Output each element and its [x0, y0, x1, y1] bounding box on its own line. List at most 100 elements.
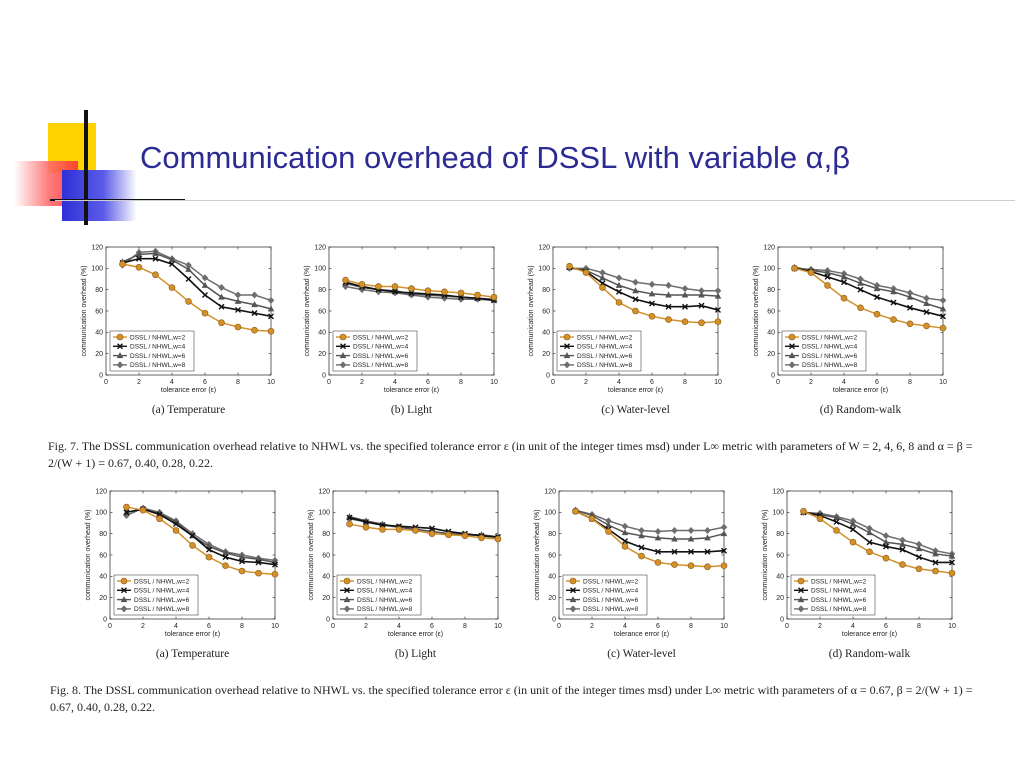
data-point [791, 265, 798, 272]
data-point [833, 527, 840, 534]
legend-entry: DSSL / NHWL,w=6 [802, 353, 858, 360]
y-tick-label: 80 [318, 287, 326, 294]
data-point [267, 327, 275, 335]
data-point [841, 279, 847, 286]
data-point [849, 520, 857, 527]
legend-marker [563, 352, 571, 359]
data-point [665, 316, 672, 323]
data-point [873, 310, 881, 318]
y-tick-label: 0 [780, 616, 784, 623]
chart-fig7-temperature: 0 20 40 60 80 100 120 0 2 4 6 8 10 tolerance error (ε… [76, 240, 306, 420]
legend-marker [343, 577, 351, 585]
series-line [569, 266, 719, 311]
y-tick-label: 80 [322, 531, 330, 538]
y-tick-label: 40 [767, 330, 775, 337]
data-point [395, 526, 403, 533]
x-tick-label: 10 [714, 379, 722, 386]
data-point [720, 530, 728, 537]
series-1 [566, 262, 722, 327]
data-point [857, 279, 864, 286]
data-point [206, 546, 212, 553]
data-point [169, 261, 175, 268]
x-tick-label: 6 [207, 623, 211, 630]
chart-svg: 0 20 40 60 80 100 120 0 2 4 6 8 10 tolerance error (ε… [753, 244, 947, 416]
y-tick-label: 100 [314, 266, 326, 273]
y-tick-label: 120 [763, 244, 775, 251]
series-line [575, 510, 725, 553]
data-point [599, 284, 606, 291]
data-point [632, 307, 639, 315]
data-point [156, 515, 163, 523]
data-point [428, 530, 436, 537]
data-point [824, 282, 831, 289]
data-point [923, 300, 930, 307]
legend-entry: DSSL / NHWL,w=6 [583, 597, 639, 604]
data-point [222, 554, 229, 561]
data-point [698, 302, 705, 309]
y-tick-label: 80 [95, 287, 103, 294]
data-point [824, 269, 831, 276]
data-point [890, 288, 897, 295]
legend-entry: DSSL / NHWL,w=6 [811, 597, 867, 604]
data-point [238, 567, 246, 575]
data-point [714, 292, 722, 299]
legend-marker [120, 605, 128, 613]
x-tick-label: 0 [557, 623, 561, 630]
data-point [906, 320, 914, 328]
y-tick-label: 60 [322, 552, 330, 559]
legend: DSSL / NHWL,w=2 DSSL / NHWL,w=4 DSSL / NHW… [109, 330, 195, 372]
data-point [940, 313, 946, 320]
x-axis-label: tolerance error (ε) [165, 631, 220, 638]
x-tick-label: 8 [689, 623, 693, 630]
data-point [185, 261, 192, 269]
x-tick-label: 2 [809, 379, 813, 386]
x-tick-label: 10 [494, 623, 502, 630]
series-line [122, 263, 272, 333]
y-tick-label: 20 [776, 595, 784, 602]
data-point [168, 284, 176, 291]
data-point [915, 545, 923, 552]
legend-marker [116, 333, 124, 341]
data-point [665, 291, 672, 298]
data-point [671, 535, 678, 542]
series-line [569, 265, 719, 324]
chart-svg: 0 20 40 60 80 100 120 0 2 4 6 8 10 tolerance error (ε… [308, 488, 502, 660]
data-point [866, 529, 873, 536]
legend: DSSL / NHWL,w=2 DSSL / NHWL,w=4 DSSL / NHW… [336, 574, 422, 616]
data-point [923, 322, 930, 330]
data-point [874, 294, 880, 301]
y-tick-label: 100 [772, 510, 784, 517]
chart-svg: 0 20 40 60 80 100 120 0 2 4 6 8 10 tolerance error (ε… [81, 244, 275, 416]
legend-marker [116, 352, 124, 359]
legend-entry: DSSL / NHWL,w=4 [577, 344, 633, 351]
chart-fig8-water-level: 0 20 40 60 80 100 120 0 2 4 6 8 10 tolerance error (ε… [529, 484, 759, 664]
fig7-caption: Fig. 7. The DSSL communication overhead … [48, 439, 973, 470]
series-1 [572, 507, 728, 571]
data-point [189, 532, 196, 539]
data-point [272, 561, 278, 568]
data-point [119, 260, 126, 268]
chart-svg: 0 20 40 60 80 100 120 0 2 4 6 8 10 tolerance error (ε… [762, 488, 956, 660]
series-line [345, 279, 495, 298]
slide-title: Communication overhead of DSSL with vari… [140, 140, 851, 175]
data-point [616, 288, 622, 295]
y-tick-label: 0 [546, 372, 550, 379]
data-point [714, 318, 722, 325]
y-tick-label: 80 [99, 531, 107, 538]
data-point [235, 306, 241, 313]
y-axis-label: communication overhead (%) [308, 509, 315, 600]
data-point [655, 548, 661, 555]
series-1 [119, 260, 275, 335]
series-line [126, 506, 276, 575]
x-tick-label: 0 [551, 379, 555, 386]
y-tick-label: 60 [548, 552, 556, 559]
data-point [391, 283, 399, 290]
data-point [363, 518, 369, 525]
chart-svg: 0 20 40 60 80 100 120 0 2 4 6 8 10 tolerance error (ε… [528, 244, 722, 416]
chart-caption: (b) Light [395, 648, 437, 660]
x-tick-label: 0 [331, 623, 335, 630]
legend-marker [116, 361, 124, 369]
x-tick-label: 2 [360, 379, 364, 386]
data-point [168, 256, 176, 263]
data-point [638, 552, 645, 560]
